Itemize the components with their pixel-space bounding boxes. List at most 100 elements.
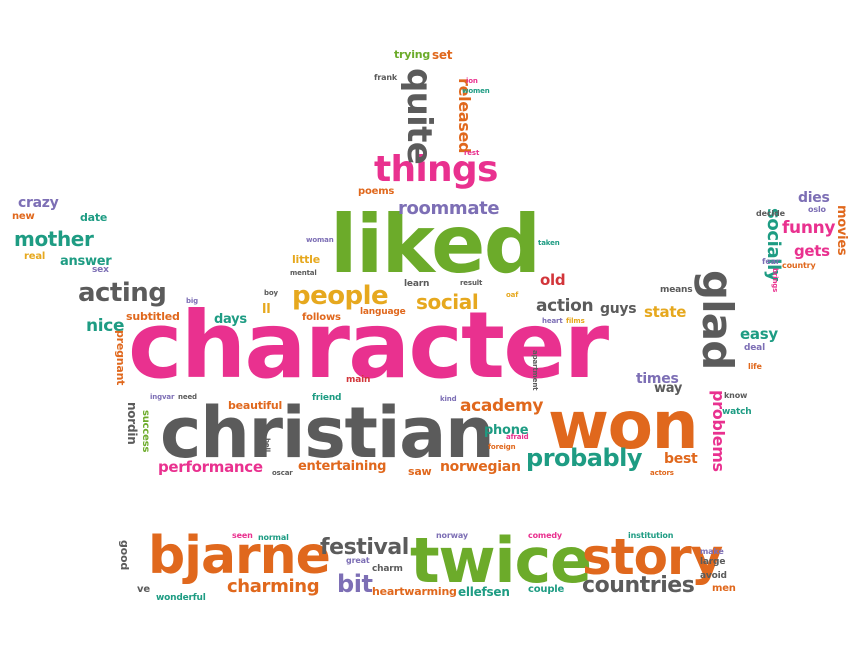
word-little: little bbox=[292, 253, 320, 266]
word-normal: normal bbox=[258, 533, 289, 542]
word-watch: watch bbox=[722, 407, 752, 417]
word-best: best bbox=[664, 451, 698, 467]
word-woman: woman bbox=[306, 236, 334, 244]
word-charm: charm bbox=[372, 564, 403, 574]
word-story: story bbox=[582, 528, 723, 586]
word-probably: probably bbox=[526, 444, 643, 472]
word-social: social bbox=[416, 290, 479, 314]
word-deal: deal bbox=[744, 343, 765, 353]
word-quite: quite bbox=[399, 68, 439, 165]
word-movies: movies bbox=[834, 205, 849, 256]
word-country: country bbox=[782, 261, 816, 270]
word-ion: ion bbox=[466, 77, 478, 85]
word-action: action bbox=[536, 296, 594, 316]
word-frank: frank bbox=[374, 73, 398, 82]
word-performance: performance bbox=[158, 458, 263, 476]
word-glad: glad bbox=[693, 270, 742, 370]
word-won: won bbox=[548, 387, 699, 464]
word-films: films bbox=[566, 317, 585, 325]
word-times: times bbox=[636, 371, 679, 387]
word-language: language bbox=[360, 307, 406, 317]
word-christian: christian bbox=[160, 392, 495, 474]
word-follows: follows bbox=[302, 312, 341, 323]
word-poems: poems bbox=[358, 186, 395, 197]
word-taken: taken bbox=[538, 239, 560, 247]
word-real: real bbox=[24, 251, 46, 262]
word-oscar: oscar bbox=[272, 469, 293, 477]
word-big: big bbox=[186, 297, 199, 305]
word-saw: saw bbox=[408, 465, 432, 478]
word-afraid: afraid bbox=[506, 433, 529, 441]
word-good: good bbox=[118, 540, 131, 570]
word-beautiful: beautiful bbox=[228, 399, 283, 412]
word-answer: answer bbox=[60, 254, 112, 269]
word-charming: charming bbox=[227, 576, 320, 597]
word-problems: problems bbox=[709, 390, 728, 472]
word-ll: ll bbox=[262, 302, 271, 317]
word-bell: bell bbox=[263, 438, 271, 452]
word-ve: ve bbox=[137, 584, 150, 595]
word-funny: funny bbox=[782, 218, 836, 238]
word-liked: liked bbox=[330, 198, 541, 291]
word-know: know bbox=[724, 391, 748, 400]
word-seen: seen bbox=[232, 531, 253, 540]
word-set: set bbox=[432, 48, 453, 62]
word-kind: kind bbox=[440, 395, 457, 403]
word-ingvar: ingvar bbox=[150, 393, 175, 401]
word-actors: actors bbox=[650, 469, 674, 477]
word-friend: friend bbox=[312, 393, 342, 403]
word-great: great bbox=[346, 556, 370, 565]
word-phone: phone bbox=[484, 423, 529, 438]
word-mother: mother bbox=[14, 227, 94, 251]
word-dies: dies bbox=[798, 190, 830, 206]
word-success: success bbox=[140, 410, 151, 453]
word-ellefsen: ellefsen bbox=[458, 585, 510, 599]
word-mental: mental bbox=[290, 269, 317, 277]
word-subtitled: subtitled bbox=[126, 310, 180, 323]
word-sex: sex bbox=[92, 265, 109, 275]
word-bit: bit bbox=[337, 570, 373, 598]
word-decide: decide bbox=[756, 209, 785, 218]
word-brings: brings bbox=[771, 268, 779, 293]
word-twice: twice bbox=[410, 524, 592, 597]
word-guys: guys bbox=[600, 301, 637, 317]
word-fear: fear bbox=[762, 257, 780, 266]
word-things: things bbox=[374, 149, 498, 190]
word-oslo: oslo bbox=[808, 205, 826, 214]
word-institution: institution bbox=[628, 531, 674, 540]
word-large: large bbox=[700, 557, 726, 567]
word-couple: couple bbox=[528, 584, 565, 595]
word-life: life bbox=[748, 362, 762, 371]
word-learn: learn bbox=[404, 279, 430, 289]
word-date: date bbox=[80, 211, 108, 224]
word-rest: rest bbox=[464, 149, 480, 157]
word-pregnant: pregnant bbox=[114, 330, 127, 386]
word-old: old bbox=[540, 271, 566, 289]
word-days: days bbox=[214, 312, 247, 327]
word-easy: easy bbox=[740, 325, 778, 343]
word-means: means bbox=[660, 285, 693, 295]
word-trying: trying bbox=[394, 48, 431, 61]
word-norwegian: norwegian bbox=[440, 459, 521, 475]
word-nordin: nordin bbox=[125, 402, 139, 445]
word-apartment: apartment bbox=[531, 350, 539, 391]
word-state: state bbox=[644, 303, 687, 321]
word-bjarne: bjarne bbox=[148, 526, 331, 586]
word-people: people bbox=[292, 281, 389, 311]
word-norway: norway bbox=[436, 531, 468, 540]
word-heart: heart bbox=[542, 317, 563, 325]
word-women: women bbox=[462, 87, 490, 95]
word-need: need bbox=[178, 393, 197, 401]
word-make: make bbox=[700, 547, 724, 556]
word-heartwarming: heartwarming bbox=[372, 585, 457, 598]
word-wonderful: wonderful bbox=[156, 593, 206, 603]
word-countries: countries bbox=[582, 573, 695, 598]
word-foreign: foreign bbox=[488, 443, 516, 451]
word-crazy: crazy bbox=[18, 195, 59, 211]
word-roommate: roommate bbox=[398, 198, 500, 219]
word-avoid: avoid bbox=[700, 571, 727, 581]
word-men: men bbox=[712, 583, 736, 594]
word-academy: academy bbox=[460, 396, 544, 416]
word-new: new bbox=[12, 211, 35, 222]
